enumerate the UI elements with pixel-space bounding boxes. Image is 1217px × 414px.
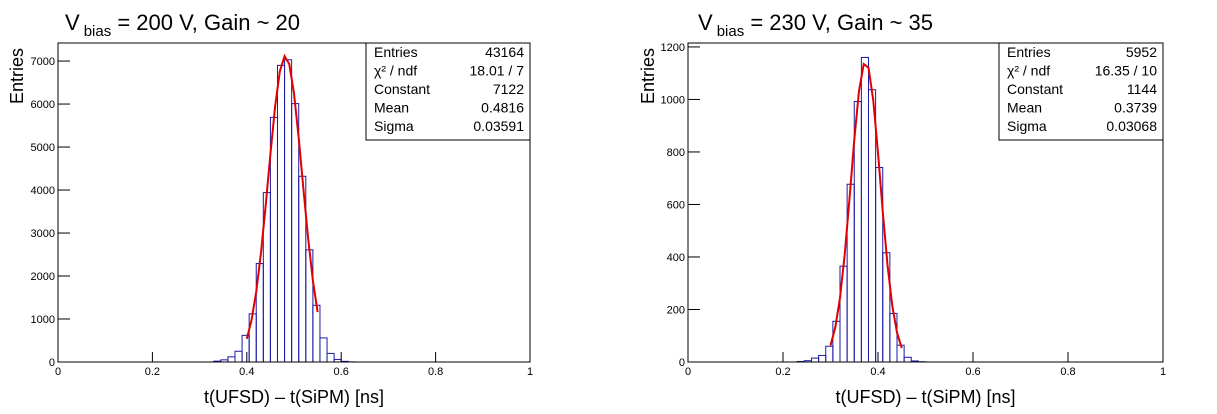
stats-value: 5952 — [1126, 44, 1157, 60]
histogram-bin — [326, 352, 335, 363]
histogram-bin — [860, 56, 869, 363]
y-tick-label: 3000 — [31, 228, 55, 240]
stats-label: Mean — [1007, 100, 1042, 116]
histogram-bin — [868, 89, 877, 363]
stats-value: 18.01 / 7 — [470, 63, 525, 79]
histogram-bin — [276, 64, 286, 363]
stats-label: Sigma — [1007, 118, 1047, 134]
x-axis-label: t(UFSD) – t(SiPM) [ns] — [835, 387, 1015, 407]
histogram-bin — [291, 103, 300, 363]
fit-curve — [245, 53, 319, 340]
histogram-bin — [227, 356, 236, 363]
stats-value: 1144 — [1127, 81, 1157, 97]
x-axis-label: t(UFSD) – t(SiPM) [ns] — [204, 387, 384, 407]
title-main: V — [65, 10, 80, 35]
y-tick-label: 0 — [679, 357, 685, 369]
histogram-bin — [853, 101, 862, 363]
stats-value: 0.03591 — [473, 118, 524, 134]
stats-label: Entries — [1007, 44, 1051, 60]
title-subscript: bias — [717, 23, 745, 40]
y-tick-label: 6000 — [31, 99, 55, 111]
x-tick-label: 0.6 — [334, 366, 349, 378]
y-tick-label: 5000 — [31, 142, 55, 154]
y-tick-label: 2000 — [31, 271, 55, 283]
plot-frame — [687, 42, 1164, 363]
histogram-bin — [825, 345, 834, 363]
stats-label: χ² / ndf — [1007, 63, 1050, 79]
x-tick-label: 0.2 — [145, 366, 160, 378]
y-axis-label: Entries — [7, 48, 27, 104]
histogram-bin — [269, 116, 278, 363]
histogram-bin — [284, 59, 293, 363]
title-rest: = 230 V, Gain ~ 35 — [744, 10, 933, 35]
stats-value: 0.4816 — [481, 100, 524, 116]
stats-value: 7122 — [493, 81, 524, 97]
stats-value: 43164 — [485, 44, 524, 60]
histogram-bin — [903, 356, 912, 363]
stats-label: Constant — [1007, 81, 1063, 97]
histogram-bin — [889, 312, 898, 363]
stats-label: Constant — [374, 81, 430, 97]
stats-label: χ² / ndf — [374, 63, 417, 79]
stats-label: Mean — [374, 100, 409, 116]
y-tick-label: 1000 — [31, 314, 55, 326]
histogram-bin — [248, 313, 257, 363]
x-tick-label: 0.4 — [239, 366, 254, 378]
stats-label: Sigma — [374, 118, 414, 134]
x-tick-label: 0.8 — [428, 366, 443, 378]
y-tick-label: 7000 — [31, 56, 55, 68]
histogram-bin — [241, 334, 250, 363]
title-subscript: bias — [84, 23, 112, 40]
y-tick-label: 4000 — [31, 185, 55, 197]
x-tick-label: 0 — [685, 366, 691, 378]
x-tick-label: 0.2 — [775, 366, 790, 378]
y-tick-label: 1000 — [661, 94, 685, 106]
histogram-bin — [818, 354, 827, 363]
stats-box — [365, 42, 531, 141]
y-axis-label: Entries — [638, 48, 658, 104]
x-tick-label: 0.8 — [1060, 366, 1075, 378]
title-rest: = 200 V, Gain ~ 20 — [111, 10, 300, 35]
histogram-bin — [811, 357, 820, 363]
y-tick-label: 200 — [667, 304, 685, 316]
histogram-bin — [832, 320, 841, 363]
y-tick-label: 0 — [49, 357, 55, 369]
stats-box — [998, 42, 1164, 141]
plot-frame — [57, 42, 531, 363]
stats-label: Entries — [374, 44, 418, 60]
y-tick-label: 600 — [667, 199, 685, 211]
histogram-bin — [312, 304, 321, 363]
stats-value: 0.03068 — [1106, 118, 1157, 134]
y-tick-label: 400 — [667, 252, 685, 264]
histogram-bin — [319, 337, 328, 363]
histogram-bin — [234, 350, 243, 363]
x-tick-label: 0.4 — [870, 366, 885, 378]
stats-value: 16.35 / 10 — [1095, 63, 1157, 79]
stats-value: 0.3739 — [1114, 100, 1157, 116]
title-main: V — [698, 10, 713, 35]
y-tick-label: 800 — [667, 147, 685, 159]
x-tick-label: 0 — [55, 366, 61, 378]
x-tick-label: 1 — [1160, 366, 1166, 378]
histogram-bin — [896, 344, 905, 363]
x-tick-label: 0.6 — [965, 366, 980, 378]
x-tick-label: 1 — [527, 366, 533, 378]
y-tick-label: 1200 — [661, 42, 685, 54]
fit-curve — [829, 62, 903, 349]
